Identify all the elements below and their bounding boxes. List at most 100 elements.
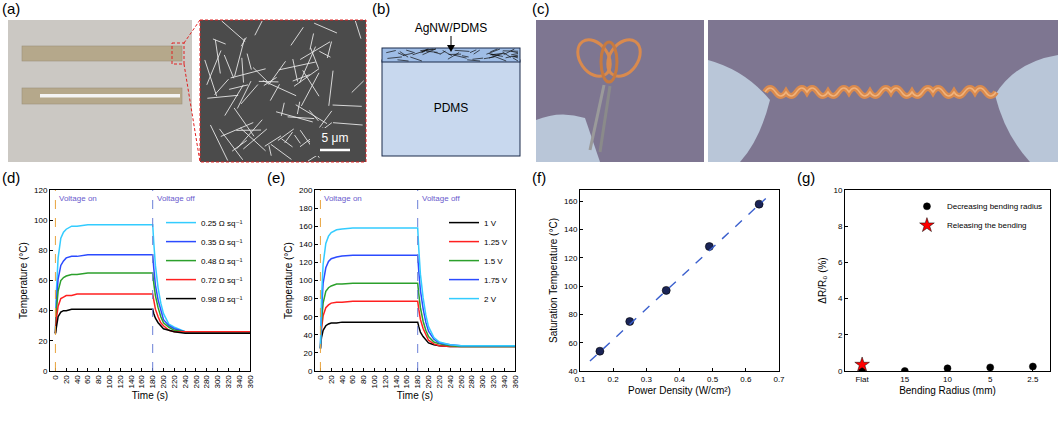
svg-text:Voltage on: Voltage on bbox=[324, 194, 362, 203]
svg-text:10: 10 bbox=[833, 186, 842, 195]
svg-text:340: 340 bbox=[235, 375, 244, 389]
svg-text:180: 180 bbox=[299, 204, 313, 213]
svg-text:1 V: 1 V bbox=[484, 219, 497, 228]
svg-text:0.98 Ω sq⁻¹: 0.98 Ω sq⁻¹ bbox=[201, 295, 243, 304]
svg-text:40: 40 bbox=[73, 375, 82, 384]
svg-text:60: 60 bbox=[303, 313, 312, 322]
svg-text:ΔR/R₀ (%): ΔR/R₀ (%) bbox=[817, 257, 828, 303]
svg-text:160: 160 bbox=[564, 197, 578, 206]
svg-text:40: 40 bbox=[303, 331, 312, 340]
svg-text:Voltage off: Voltage off bbox=[422, 194, 460, 203]
svg-text:120: 120 bbox=[299, 258, 313, 267]
svg-text:80: 80 bbox=[38, 246, 47, 255]
svg-text:280: 280 bbox=[467, 375, 476, 389]
svg-text:80: 80 bbox=[94, 375, 103, 384]
svg-text:20: 20 bbox=[327, 375, 336, 384]
svg-text:Temperature (°C): Temperature (°C) bbox=[18, 242, 29, 319]
svg-text:20: 20 bbox=[62, 375, 71, 384]
svg-text:15: 15 bbox=[900, 375, 909, 384]
svg-text:0.1: 0.1 bbox=[574, 375, 586, 384]
svg-text:180: 180 bbox=[413, 375, 422, 389]
svg-text:300: 300 bbox=[478, 375, 487, 389]
svg-text:100: 100 bbox=[299, 276, 313, 285]
svg-text:220: 220 bbox=[170, 375, 179, 389]
svg-text:0: 0 bbox=[316, 375, 325, 380]
svg-text:320: 320 bbox=[224, 375, 233, 389]
svg-text:160: 160 bbox=[137, 375, 146, 389]
svg-text:200: 200 bbox=[424, 375, 433, 389]
svg-text:360: 360 bbox=[511, 375, 520, 389]
svg-text:0.6: 0.6 bbox=[740, 375, 752, 384]
svg-text:340: 340 bbox=[500, 375, 509, 389]
svg-text:Decreasing bending radius: Decreasing bending radius bbox=[947, 202, 1042, 211]
svg-text:200: 200 bbox=[299, 186, 313, 195]
svg-text:240: 240 bbox=[181, 375, 190, 389]
svg-text:60: 60 bbox=[83, 375, 92, 384]
svg-text:0.4: 0.4 bbox=[674, 375, 686, 384]
svg-text:1.25 V: 1.25 V bbox=[484, 238, 508, 247]
svg-text:40: 40 bbox=[568, 367, 577, 376]
svg-text:Time (s): Time (s) bbox=[132, 390, 168, 401]
svg-text:1.75 V: 1.75 V bbox=[484, 276, 508, 285]
svg-text:100: 100 bbox=[564, 282, 578, 291]
svg-text:Power Density (W/cm²): Power Density (W/cm²) bbox=[628, 385, 731, 396]
svg-text:0: 0 bbox=[838, 367, 843, 376]
svg-text:200: 200 bbox=[159, 375, 168, 389]
svg-text:2.5: 2.5 bbox=[1027, 375, 1039, 384]
svg-text:80: 80 bbox=[303, 294, 312, 303]
svg-text:20: 20 bbox=[303, 349, 312, 358]
svg-text:20: 20 bbox=[38, 337, 47, 346]
svg-text:320: 320 bbox=[489, 375, 498, 389]
svg-text:Flat: Flat bbox=[855, 375, 869, 384]
svg-text:120: 120 bbox=[116, 375, 125, 389]
svg-text:120: 120 bbox=[34, 186, 48, 195]
svg-text:0: 0 bbox=[308, 367, 313, 376]
svg-text:80: 80 bbox=[568, 310, 577, 319]
svg-text:60: 60 bbox=[348, 375, 357, 384]
svg-text:5: 5 bbox=[988, 375, 993, 384]
svg-text:140: 140 bbox=[299, 240, 313, 249]
svg-text:6: 6 bbox=[838, 258, 843, 267]
svg-text:2: 2 bbox=[838, 331, 843, 340]
svg-text:140: 140 bbox=[392, 375, 401, 389]
svg-text:0: 0 bbox=[43, 367, 48, 376]
svg-text:140: 140 bbox=[127, 375, 136, 389]
svg-text:240: 240 bbox=[446, 375, 455, 389]
svg-text:10: 10 bbox=[943, 375, 952, 384]
svg-text:360: 360 bbox=[246, 375, 255, 389]
svg-text:160: 160 bbox=[299, 222, 313, 231]
svg-text:0: 0 bbox=[51, 375, 60, 380]
svg-text:300: 300 bbox=[213, 375, 222, 389]
svg-text:8: 8 bbox=[838, 222, 843, 231]
svg-text:1.5 V: 1.5 V bbox=[484, 257, 503, 266]
svg-text:60: 60 bbox=[568, 339, 577, 348]
svg-text:Time (s): Time (s) bbox=[397, 390, 433, 401]
svg-text:0.35 Ω sq⁻¹: 0.35 Ω sq⁻¹ bbox=[201, 238, 243, 247]
svg-text:Releasing the bending: Releasing the bending bbox=[947, 221, 1027, 230]
svg-text:0.48 Ω sq⁻¹: 0.48 Ω sq⁻¹ bbox=[201, 257, 243, 266]
svg-text:0.72 Ω sq⁻¹: 0.72 Ω sq⁻¹ bbox=[201, 276, 243, 285]
svg-text:0.7: 0.7 bbox=[773, 375, 785, 384]
svg-text:100: 100 bbox=[34, 216, 48, 225]
svg-text:260: 260 bbox=[192, 375, 201, 389]
svg-text:Voltage off: Voltage off bbox=[157, 194, 195, 203]
svg-text:120: 120 bbox=[381, 375, 390, 389]
svg-text:40: 40 bbox=[38, 306, 47, 315]
svg-text:PDMS: PDMS bbox=[434, 101, 469, 115]
svg-text:100: 100 bbox=[370, 375, 379, 389]
svg-text:0.5: 0.5 bbox=[707, 375, 719, 384]
svg-text:40: 40 bbox=[338, 375, 347, 384]
svg-text:280: 280 bbox=[202, 375, 211, 389]
svg-text:260: 260 bbox=[457, 375, 466, 389]
svg-text:4: 4 bbox=[838, 294, 843, 303]
svg-text:Saturation Temperature (°C): Saturation Temperature (°C) bbox=[548, 218, 559, 343]
svg-text:160: 160 bbox=[402, 375, 411, 389]
svg-text:Voltage on: Voltage on bbox=[59, 194, 97, 203]
svg-text:60: 60 bbox=[38, 276, 47, 285]
svg-text:120: 120 bbox=[564, 254, 578, 263]
svg-text:0.25 Ω sq⁻¹: 0.25 Ω sq⁻¹ bbox=[201, 219, 243, 228]
svg-text:100: 100 bbox=[105, 375, 114, 389]
svg-text:0.3: 0.3 bbox=[641, 375, 653, 384]
svg-text:Temperature (°C): Temperature (°C) bbox=[283, 242, 294, 319]
svg-text:AgNW/PDMS: AgNW/PDMS bbox=[415, 21, 488, 35]
